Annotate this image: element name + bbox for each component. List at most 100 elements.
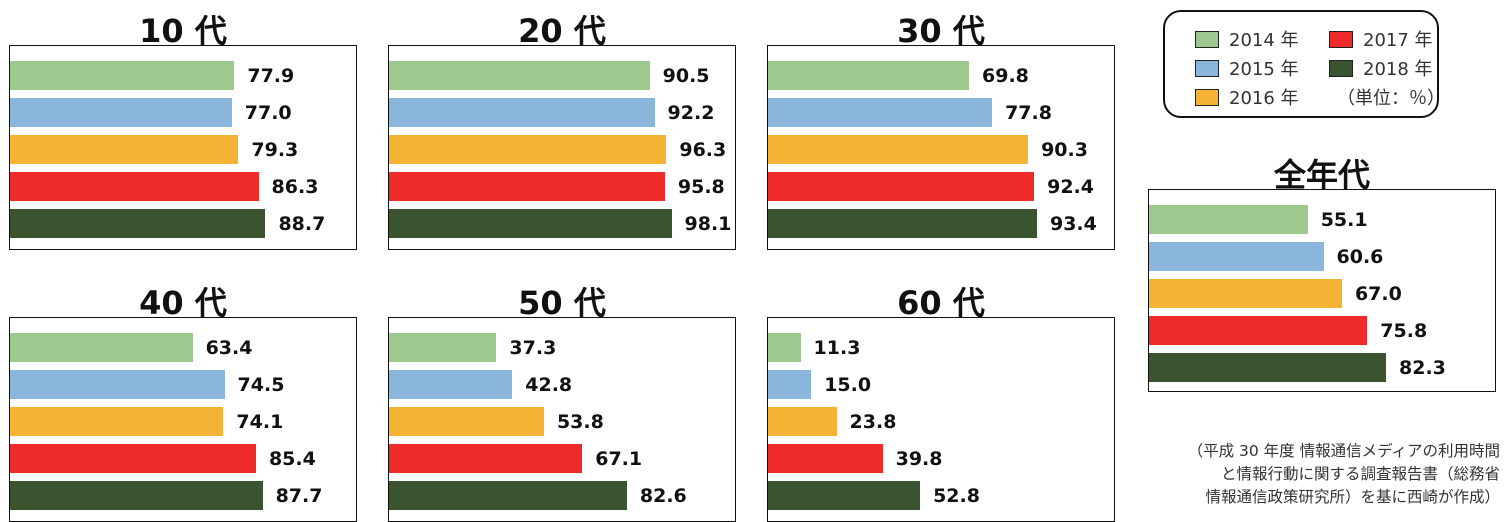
data-label: 75.8 [1380, 320, 1428, 342]
legend-swatch [1195, 59, 1219, 77]
bar-2014年 [389, 61, 650, 90]
panel-title: 20 代 [518, 12, 606, 50]
data-label: 15.0 [824, 374, 872, 396]
legend-label: 2016 年 [1229, 88, 1299, 109]
data-label: 53.8 [556, 411, 604, 433]
data-label: 90.3 [1041, 139, 1088, 161]
data-label: 92.4 [1047, 176, 1094, 198]
data-label: 77.8 [1005, 102, 1052, 124]
plot-area: 11.3 15.0 23.8 39.8 52.8 [767, 317, 1115, 522]
panel-title: 50 代 [518, 284, 606, 322]
data-label: 74.1 [236, 411, 284, 433]
bar-2015年 [389, 370, 513, 399]
data-label: 82.6 [639, 485, 687, 507]
bar-2014年 [768, 333, 801, 362]
bar-2018年 [768, 209, 1037, 238]
data-label: 93.4 [1049, 213, 1097, 235]
data-label: 63.4 [205, 337, 253, 359]
data-label: 98.1 [684, 213, 732, 235]
bar-2014年 [768, 61, 970, 90]
bar-2016年 [768, 407, 837, 436]
bar-2015年 [768, 370, 812, 399]
bar-2017年 [1149, 316, 1368, 345]
bar-2016年 [10, 407, 224, 436]
legend-label: 2018 年 [1363, 59, 1433, 80]
panel-40s: 40 代 63.4 74.5 74.1 85.4 87.7 [9, 272, 357, 522]
bar-2017年 [389, 444, 583, 473]
bar-2016年 [389, 135, 667, 164]
data-label: 69.8 [982, 65, 1029, 87]
legend-item-2016: 2016 年 [1195, 86, 1299, 109]
legend-swatch [1329, 59, 1353, 77]
bar-2016年 [10, 135, 239, 164]
source-line: 情報通信政策研究所）を基に西崎が作成） [1205, 488, 1500, 506]
panel-title: 全年代 [1273, 156, 1370, 194]
source-line: （平成 30 年度 情報通信メディアの利用時間 [1187, 442, 1500, 460]
legend-item-2015: 2015 年 [1195, 57, 1299, 80]
data-label: 11.3 [813, 337, 861, 359]
plot-area: 63.4 74.5 74.1 85.4 87.7 [9, 317, 357, 522]
data-label: 39.8 [895, 448, 943, 470]
bar-2017年 [389, 172, 665, 201]
panel-50s: 50 代 37.3 42.8 53.8 67.1 82.6 [388, 272, 736, 522]
panel-10s: 10 代 77.9 77.0 79.3 86.3 88.7 [9, 0, 357, 250]
bar-2015年 [10, 370, 225, 399]
bar-2016年 [768, 135, 1029, 164]
panel-title: 40 代 [139, 284, 227, 322]
source-line: と情報行動に関する調査報告書（総務省 [1220, 465, 1500, 483]
bar-2015年 [10, 98, 232, 127]
legend-swatch [1195, 88, 1219, 106]
data-label: 95.8 [677, 176, 725, 198]
legend-swatch [1195, 30, 1219, 48]
bar-2014年 [1149, 205, 1308, 234]
data-label: 67.0 [1354, 283, 1402, 305]
legend: 2014 年 2015 年 2016 年 2017 年 2018 年 （単位：％… [1163, 10, 1445, 118]
data-label: 86.3 [271, 176, 319, 198]
data-label: 88.7 [278, 213, 326, 235]
bar-2017年 [10, 444, 256, 473]
bar-2018年 [10, 481, 263, 510]
bar-2018年 [1149, 353, 1387, 382]
data-label: 90.5 [662, 65, 710, 87]
data-label: 77.9 [247, 65, 295, 87]
bar-2014年 [389, 333, 497, 362]
data-label: 23.8 [849, 411, 897, 433]
data-label: 82.3 [1399, 357, 1446, 379]
bar-2017年 [10, 172, 259, 201]
plot-area: 77.9 77.0 79.3 86.3 88.7 [9, 45, 357, 250]
data-label: 52.8 [933, 485, 980, 507]
legend-label: 2015 年 [1229, 59, 1299, 80]
panel-60s: 60 代 11.3 15.0 23.8 39.8 52.8 [767, 272, 1115, 522]
legend-label: 2017 年 [1363, 30, 1433, 51]
bar-2014年 [10, 333, 193, 362]
data-label: 74.5 [237, 374, 285, 396]
legend-swatch [1329, 30, 1353, 48]
legend-label: 2014 年 [1229, 30, 1299, 51]
bar-2018年 [389, 209, 672, 238]
legend-item-2018: 2018 年 [1329, 57, 1433, 80]
bar-2016年 [389, 407, 544, 436]
bar-2018年 [10, 209, 266, 238]
bar-2018年 [768, 481, 921, 510]
data-label: 92.2 [667, 102, 715, 124]
source-note: （平成 30 年度 情報通信メディアの利用時間 と情報行動に関する調査報告書（総… [1148, 440, 1500, 509]
panel-title: 30 代 [897, 12, 985, 50]
bar-2015年 [389, 98, 655, 127]
bar-2015年 [1149, 242, 1324, 271]
panel-title: 60 代 [897, 284, 985, 322]
plot-area: 37.3 42.8 53.8 67.1 82.6 [388, 317, 736, 522]
data-label: 55.1 [1320, 209, 1368, 231]
data-label: 77.0 [244, 102, 292, 124]
panel-30s: 30 代 69.8 77.8 90.3 92.4 93.4 [767, 0, 1115, 250]
bar-2016年 [1149, 279, 1342, 308]
panel-title: 10 代 [139, 12, 227, 50]
bar-2017年 [768, 444, 883, 473]
data-label: 60.6 [1336, 246, 1384, 268]
bar-2018年 [389, 481, 627, 510]
bar-2015年 [768, 98, 993, 127]
plot-area: 69.8 77.8 90.3 92.4 93.4 [767, 45, 1115, 250]
plot-area: 55.1 60.6 67.0 75.8 82.3 [1148, 189, 1496, 392]
data-label: 85.4 [268, 448, 316, 470]
data-label: 67.1 [595, 448, 643, 470]
panel-all-ages: 全年代 55.1 60.6 67.0 75.8 82.3 [1148, 146, 1496, 392]
